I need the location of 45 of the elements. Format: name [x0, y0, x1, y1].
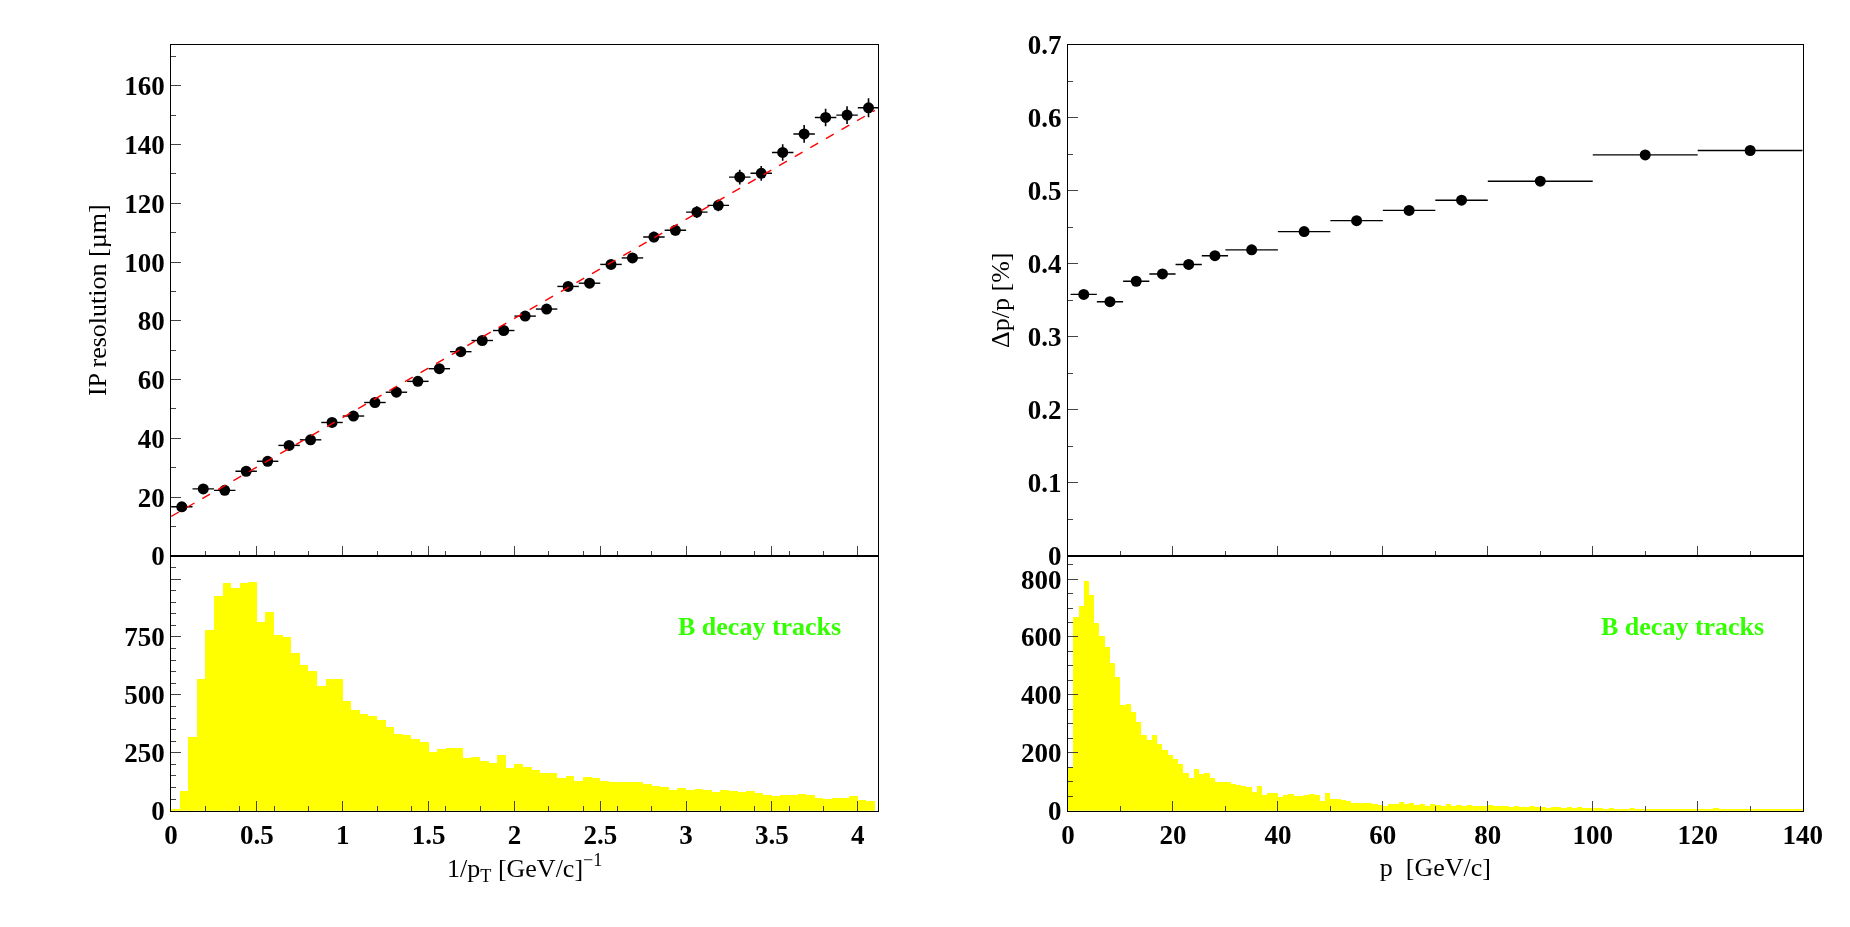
y-axis-title: Δp/p [%]: [986, 252, 1016, 348]
y-tick-label: 0: [1048, 796, 1062, 827]
y-tick-label: 0.5: [1027, 176, 1062, 207]
x-tick-label: 80: [1474, 820, 1502, 851]
y-tick-label: 0.1: [1027, 468, 1062, 499]
y-tick-label: 0: [151, 541, 165, 572]
x-tick-label: 4: [851, 820, 865, 851]
x-tick-label: 2.5: [583, 820, 618, 851]
y-tick-label: 60: [137, 365, 165, 396]
y-tick-label: 120: [124, 188, 165, 219]
y-tick-label: 0.4: [1027, 249, 1062, 280]
y-tick-label: 0.6: [1027, 103, 1062, 134]
x-axis-title: 1/p$_{T}$ [GeV/c]$^{−1}$: [447, 850, 603, 887]
annotation: B decay tracks: [678, 612, 842, 641]
y-tick-label: 200: [1021, 738, 1062, 769]
x-tick-label: 140: [1782, 820, 1823, 851]
y-tick-label: 0: [151, 796, 165, 827]
y-tick-label: 100: [124, 247, 165, 278]
x-tick-label: 0.5: [240, 820, 274, 851]
y-tick-label: 160: [124, 71, 165, 102]
y-tick-label: 750: [124, 622, 165, 653]
y-tick-label: 80: [137, 306, 165, 337]
y-axis-title: IP resolution [µm]: [82, 204, 112, 397]
x-tick-label: 3.5: [755, 820, 789, 851]
y-tick-label: 40: [137, 423, 165, 454]
x-axis-title: p [GeV/c]: [1379, 852, 1491, 882]
y-tick-label: 600: [1021, 622, 1062, 653]
x-tick-label: 1: [336, 820, 350, 851]
y-tick-label: 250: [124, 738, 165, 769]
x-tick-label: 20: [1159, 820, 1187, 851]
y-tick-label: 140: [124, 129, 165, 160]
x-tick-label: 3: [679, 820, 693, 851]
x-tick-label: 1.5: [411, 820, 446, 851]
x-tick-label: 120: [1677, 820, 1718, 851]
y-tick-label: 0.3: [1027, 322, 1062, 353]
annotation: B decay tracks: [1601, 612, 1765, 641]
x-tick-label: 100: [1572, 820, 1613, 851]
y-tick-label: 0.2: [1027, 395, 1062, 426]
y-tick-label: 400: [1021, 680, 1062, 711]
y-tick-label: 0.7: [1027, 30, 1062, 61]
y-tick-label: 20: [137, 482, 165, 513]
x-tick-label: 60: [1369, 820, 1397, 851]
y-tick-label: 500: [124, 680, 165, 711]
x-tick-label: 2: [507, 820, 522, 851]
x-tick-label: 40: [1264, 820, 1292, 851]
